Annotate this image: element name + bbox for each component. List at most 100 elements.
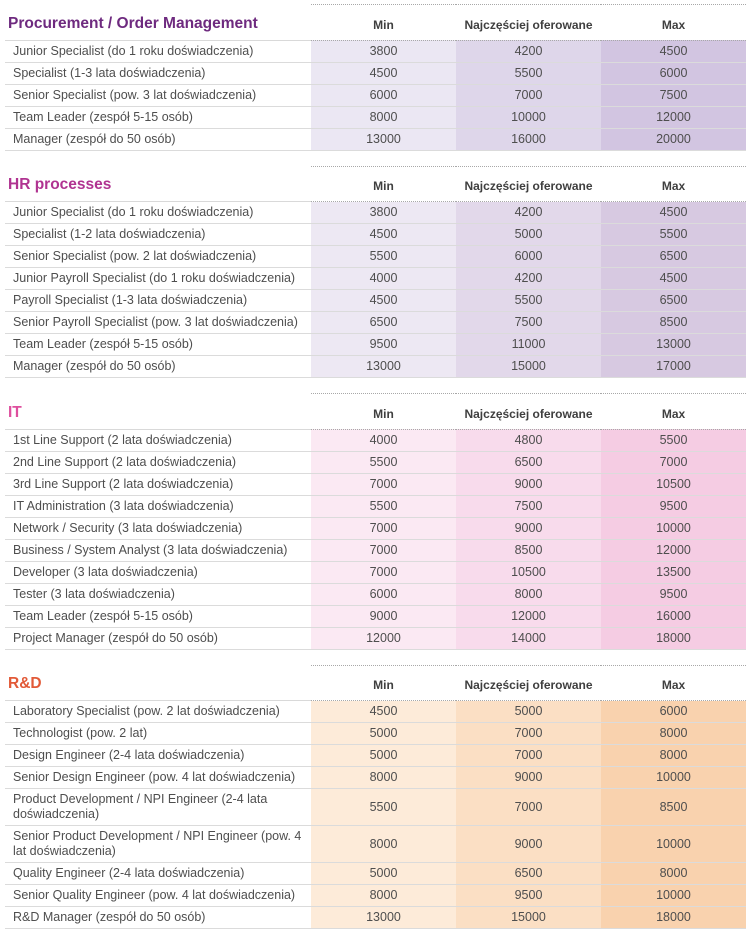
salary-cell-typical: 6000 [456,245,601,268]
salary-section-table: Procurement / Order Management Min Najczęś… [5,4,746,151]
position-label: Junior Payroll Specialist (do 1 roku doś… [5,267,311,290]
position-label: Laboratory Specialist (pow. 2 lat doświa… [5,700,311,723]
salary-cell-min: 3800 [311,201,456,224]
salary-cell-max: 10000 [601,825,746,863]
salary-cell-max: 12000 [601,106,746,129]
table-row: 1st Line Support (2 lata doświadczenia) 4… [5,429,746,452]
table-row: Project Manager (zespół do 50 osób) 12000… [5,627,746,650]
salary-cell-typical: 5500 [456,62,601,85]
salary-cell-min: 4500 [311,700,456,723]
position-label: Quality Engineer (2-4 lata doświadczenia… [5,862,311,885]
position-label: Payroll Specialist (1-3 lata doświadczen… [5,289,311,312]
salary-cell-max: 7000 [601,451,746,474]
salary-cell-max: 9500 [601,583,746,606]
salary-cell-max: 6500 [601,289,746,312]
position-label: Manager (zespół do 50 osób) [5,128,311,151]
table-row: Quality Engineer (2-4 lata doświadczenia… [5,862,746,885]
salary-cell-min: 4500 [311,62,456,85]
salary-cell-max: 6500 [601,245,746,268]
salary-cell-max: 6000 [601,62,746,85]
salary-cell-typical: 6500 [456,862,601,885]
column-header-max: Max [601,393,746,430]
salary-cell-typical: 9000 [456,825,601,863]
position-label: Business / System Analyst (3 lata doświa… [5,539,311,562]
salary-cell-typical: 6500 [456,451,601,474]
salary-cell-max: 18000 [601,627,746,650]
salary-cell-min: 8000 [311,106,456,129]
table-row: Technologist (pow. 2 lat) 5000 7000 8000 [5,722,746,745]
position-label: Project Manager (zespół do 50 osób) [5,627,311,650]
column-header-typical: Najczęściej oferowane [456,664,601,701]
position-label: 1st Line Support (2 lata doświadczenia) [5,429,311,452]
salary-cell-min: 4500 [311,289,456,312]
salary-cell-max: 13000 [601,333,746,356]
position-label: Team Leader (zespół 5-15 osób) [5,333,311,356]
salary-cell-min: 6000 [311,84,456,107]
salary-cell-max: 10000 [601,766,746,789]
table-row: Manager (zespół do 50 osób) 13000 16000 200… [5,128,746,151]
salary-cell-typical: 9500 [456,884,601,907]
position-label: Technologist (pow. 2 lat) [5,722,311,745]
table-row: 3rd Line Support (2 lata doświadczenia) 7… [5,473,746,496]
salary-cell-min: 5000 [311,722,456,745]
salary-cell-max: 4500 [601,40,746,63]
salary-cell-typical: 4200 [456,267,601,290]
salary-cell-min: 7000 [311,517,456,540]
table-row: Senior Quality Engineer (pow. 4 lat dośw… [5,884,746,907]
salary-cell-max: 8000 [601,744,746,767]
salary-cell-typical: 15000 [456,906,601,929]
table-row: Senior Design Engineer (pow. 4 lat doświ… [5,766,746,789]
salary-cell-max: 9500 [601,495,746,518]
salary-cell-min: 4000 [311,267,456,290]
position-label: Senior Payroll Specialist (pow. 3 lat do… [5,311,311,334]
salary-cell-max: 7500 [601,84,746,107]
salary-cell-min: 8000 [311,884,456,907]
column-header-typical: Najczęściej oferowane [456,165,601,202]
salary-cell-typical: 11000 [456,333,601,356]
table-row: Network / Security (3 lata doświadczenia… [5,517,746,540]
salary-cell-min: 7000 [311,561,456,584]
table-row: Junior Specialist (do 1 roku doświadczen… [5,201,746,224]
salary-cell-typical: 4200 [456,201,601,224]
section-title: Procurement / Order Management [5,4,311,41]
salary-cell-max: 10500 [601,473,746,496]
salary-cell-typical: 7000 [456,722,601,745]
salary-cell-typical: 7000 [456,788,601,826]
salary-cell-typical: 7500 [456,495,601,518]
position-label: Network / Security (3 lata doświadczenia… [5,517,311,540]
salary-cell-max: 10000 [601,517,746,540]
column-header-typical: Najczęściej oferowane [456,4,601,41]
salary-cell-max: 8000 [601,722,746,745]
column-header-typical: Najczęściej oferowane [456,393,601,430]
table-header-row: HR processes Min Najczęściej oferowane Max [5,165,746,202]
salary-cell-typical: 10000 [456,106,601,129]
salary-cell-max: 16000 [601,605,746,628]
salary-cell-typical: 7000 [456,744,601,767]
salary-cell-max: 18000 [601,906,746,929]
salary-cell-min: 5000 [311,744,456,767]
column-header-min: Min [311,664,456,701]
salary-cell-max: 6000 [601,700,746,723]
table-row: Manager (zespół do 50 osób) 13000 15000 170… [5,355,746,378]
salary-cell-typical: 15000 [456,355,601,378]
salary-cell-min: 8000 [311,766,456,789]
salary-cell-typical: 5000 [456,700,601,723]
salary-cell-max: 5500 [601,429,746,452]
salary-cell-max: 4500 [601,201,746,224]
column-header-max: Max [601,165,746,202]
salary-cell-typical: 7500 [456,311,601,334]
salary-cell-min: 7000 [311,539,456,562]
position-label: Junior Specialist (do 1 roku doświadczen… [5,201,311,224]
table-row: 2nd Line Support (2 lata doświadczenia) 5… [5,451,746,474]
salary-cell-min: 6000 [311,583,456,606]
position-label: Senior Quality Engineer (pow. 4 lat dośw… [5,884,311,907]
section-title: IT [5,393,311,430]
table-row: R&D Manager (zespół do 50 osób) 13000 1500… [5,906,746,929]
salary-cell-typical: 12000 [456,605,601,628]
section-title: HR processes [5,166,311,202]
salary-cell-min: 13000 [311,906,456,929]
position-label: Specialist (1-2 lata doświadczenia) [5,223,311,246]
salary-cell-min: 12000 [311,627,456,650]
table-row: Specialist (1-2 lata doświadczenia) 4500 5… [5,223,746,246]
